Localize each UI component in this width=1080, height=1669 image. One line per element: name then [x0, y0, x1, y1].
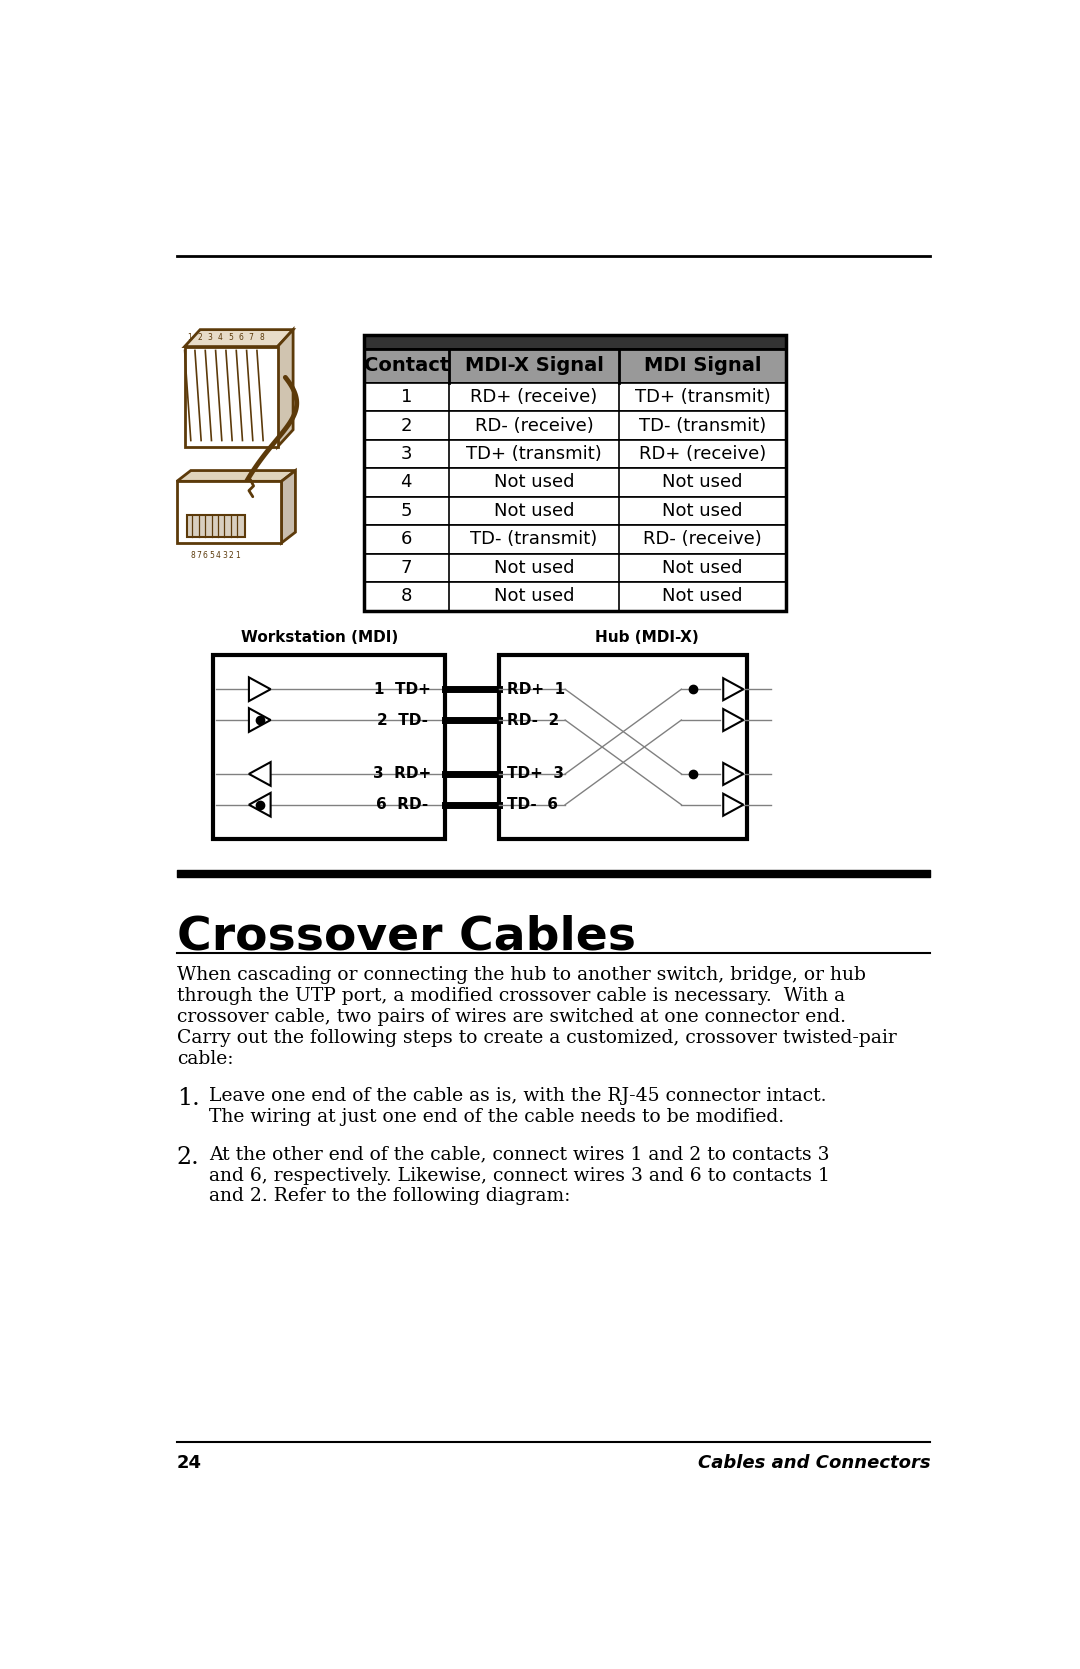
Text: 5: 5: [210, 551, 214, 559]
Text: Contact: Contact: [364, 355, 449, 376]
Text: 2: 2: [401, 417, 411, 434]
Text: 4: 4: [218, 332, 222, 342]
Text: and 2. Refer to the following diagram:: and 2. Refer to the following diagram:: [208, 1187, 570, 1205]
Text: 3: 3: [207, 332, 213, 342]
Text: 5: 5: [401, 502, 411, 521]
Polygon shape: [248, 793, 271, 816]
Text: 4: 4: [401, 474, 411, 491]
Text: 2  TD-: 2 TD-: [377, 713, 428, 728]
Text: 8: 8: [259, 332, 264, 342]
Text: 8: 8: [401, 587, 411, 606]
Bar: [364, 349, 786, 382]
Text: 4: 4: [216, 551, 220, 559]
Polygon shape: [185, 330, 293, 347]
Bar: [187, 516, 245, 537]
Text: The wiring at just one end of the cable needs to be modified.: The wiring at just one end of the cable …: [208, 1108, 784, 1127]
Text: Crossover Cables: Crossover Cables: [177, 915, 636, 960]
Text: 1: 1: [234, 551, 240, 559]
Text: 7: 7: [401, 559, 411, 577]
Polygon shape: [248, 708, 271, 733]
Text: RD- (receive): RD- (receive): [644, 531, 762, 549]
Text: 1.: 1.: [177, 1087, 200, 1110]
Text: 6: 6: [239, 332, 243, 342]
Polygon shape: [724, 709, 743, 731]
Text: 6: 6: [203, 551, 207, 559]
Text: TD+ (transmit): TD+ (transmit): [467, 446, 602, 462]
Text: Hub (MDI-X): Hub (MDI-X): [595, 631, 699, 646]
Text: TD+ (transmit): TD+ (transmit): [635, 387, 770, 406]
Text: 1  TD+: 1 TD+: [374, 681, 431, 696]
Bar: [364, 439, 786, 469]
Bar: [364, 554, 786, 582]
Text: Not used: Not used: [662, 502, 743, 521]
Text: 2: 2: [228, 551, 233, 559]
Polygon shape: [282, 471, 296, 542]
Text: Not used: Not used: [494, 474, 575, 491]
Text: Carry out the following steps to create a customized, crossover twisted-pair: Carry out the following steps to create …: [177, 1028, 896, 1046]
Text: Not used: Not used: [494, 559, 575, 577]
Text: TD+  3: TD+ 3: [507, 766, 564, 781]
Bar: [499, 654, 747, 840]
Text: RD- (receive): RD- (receive): [475, 417, 594, 434]
Polygon shape: [177, 471, 296, 481]
Text: Not used: Not used: [662, 559, 743, 577]
Polygon shape: [248, 763, 271, 786]
Bar: [364, 469, 786, 497]
Text: 3: 3: [401, 446, 411, 462]
Text: 6: 6: [401, 531, 411, 549]
Bar: [364, 411, 786, 439]
Text: 7: 7: [197, 551, 201, 559]
Text: 24: 24: [177, 1454, 202, 1472]
Text: 1: 1: [401, 387, 411, 406]
Text: Workstation (MDI): Workstation (MDI): [241, 631, 399, 646]
Bar: [364, 582, 786, 611]
Polygon shape: [278, 330, 293, 447]
Polygon shape: [724, 678, 743, 701]
Text: RD+  1: RD+ 1: [507, 681, 565, 696]
Text: 3: 3: [222, 551, 227, 559]
Text: 2.: 2.: [177, 1147, 200, 1168]
Polygon shape: [248, 678, 271, 701]
Text: 7: 7: [248, 332, 254, 342]
Bar: [364, 382, 786, 411]
Bar: [364, 497, 786, 526]
Text: 3  RD+: 3 RD+: [374, 766, 432, 781]
Bar: [185, 347, 278, 447]
Polygon shape: [724, 794, 743, 816]
Text: Cables and Connectors: Cables and Connectors: [698, 1454, 930, 1472]
Text: TD-  6: TD- 6: [507, 798, 558, 813]
Text: cable:: cable:: [177, 1050, 233, 1068]
Bar: [364, 335, 786, 611]
Text: through the UTP port, a modified crossover cable is necessary.  With a: through the UTP port, a modified crossov…: [177, 988, 845, 1005]
Text: 2: 2: [198, 332, 202, 342]
Text: MDI Signal: MDI Signal: [644, 355, 761, 376]
Text: and 6, respectively. Likewise, connect wires 3 and 6 to contacts 1: and 6, respectively. Likewise, connect w…: [208, 1167, 829, 1185]
Bar: [364, 526, 786, 554]
Text: RD+ (receive): RD+ (receive): [639, 446, 767, 462]
Text: RD+ (receive): RD+ (receive): [471, 387, 597, 406]
Text: MDI-X Signal: MDI-X Signal: [464, 355, 604, 376]
Text: 1: 1: [187, 332, 191, 342]
Text: TD- (transmit): TD- (transmit): [639, 417, 767, 434]
Bar: [364, 335, 786, 349]
Text: Leave one end of the cable as is, with the RJ-45 connector intact.: Leave one end of the cable as is, with t…: [208, 1087, 826, 1105]
Polygon shape: [724, 763, 743, 784]
Text: Not used: Not used: [494, 587, 575, 606]
Text: Not used: Not used: [662, 587, 743, 606]
Text: Not used: Not used: [662, 474, 743, 491]
Bar: [213, 654, 445, 840]
Text: Not used: Not used: [494, 502, 575, 521]
Text: 5: 5: [228, 332, 233, 342]
Text: At the other end of the cable, connect wires 1 and 2 to contacts 3: At the other end of the cable, connect w…: [208, 1147, 829, 1163]
Text: 8: 8: [190, 551, 194, 559]
Bar: [177, 481, 282, 542]
Text: TD- (transmit): TD- (transmit): [471, 531, 597, 549]
Text: crossover cable, two pairs of wires are switched at one connector end.: crossover cable, two pairs of wires are …: [177, 1008, 846, 1026]
Text: RD-  2: RD- 2: [507, 713, 559, 728]
Text: When cascading or connecting the hub to another switch, bridge, or hub: When cascading or connecting the hub to …: [177, 966, 866, 985]
Text: 6  RD-: 6 RD-: [376, 798, 429, 813]
